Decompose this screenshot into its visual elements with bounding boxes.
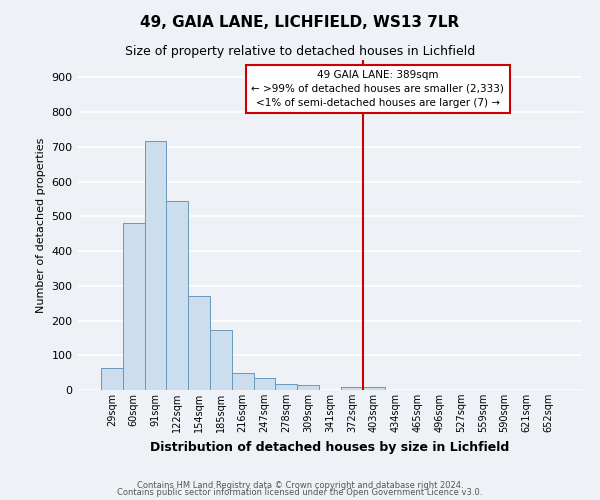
Bar xyxy=(101,368,123,390)
Text: Contains public sector information licensed under the Open Government Licence v3: Contains public sector information licen… xyxy=(118,488,482,497)
Y-axis label: Number of detached properties: Number of detached properties xyxy=(36,138,46,312)
Bar xyxy=(363,387,385,390)
Bar xyxy=(123,224,145,390)
X-axis label: Distribution of detached houses by size in Lichfield: Distribution of detached houses by size … xyxy=(151,440,509,454)
Text: Size of property relative to detached houses in Lichfield: Size of property relative to detached ho… xyxy=(125,45,475,58)
Bar xyxy=(232,374,254,390)
Bar xyxy=(210,330,232,390)
Bar xyxy=(188,296,210,390)
Bar xyxy=(275,384,297,390)
Bar xyxy=(254,378,275,390)
Bar xyxy=(297,385,319,390)
Bar xyxy=(145,140,166,390)
Bar xyxy=(166,201,188,390)
Text: Contains HM Land Registry data © Crown copyright and database right 2024.: Contains HM Land Registry data © Crown c… xyxy=(137,480,463,490)
Text: 49 GAIA LANE: 389sqm
← >99% of detached houses are smaller (2,333)
<1% of semi-d: 49 GAIA LANE: 389sqm ← >99% of detached … xyxy=(251,70,505,108)
Bar xyxy=(341,386,363,390)
Text: 49, GAIA LANE, LICHFIELD, WS13 7LR: 49, GAIA LANE, LICHFIELD, WS13 7LR xyxy=(140,15,460,30)
